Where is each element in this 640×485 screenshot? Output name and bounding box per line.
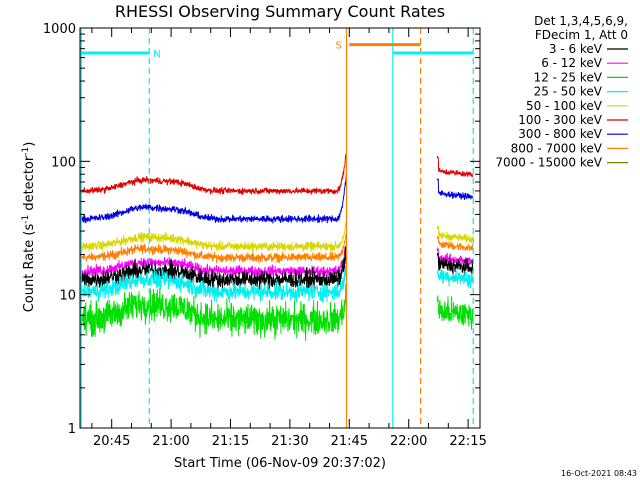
legend-label-7: 800 - 7000 keV <box>511 141 603 155</box>
x-tick-label-2: 21:15 <box>212 434 249 449</box>
y-tick-label-2: 100 <box>51 155 76 170</box>
legend-header-line-2: FDecim 1, Att 0 <box>535 28 628 42</box>
timestamp: 16-Oct-2021 08:43 <box>561 469 637 478</box>
series-group <box>80 152 474 342</box>
flag-label-0: N <box>153 49 160 60</box>
y-axis-label-end: ) <box>22 142 37 147</box>
y-tick-label-0: 1 <box>68 422 76 437</box>
y-axis-label-sup2: -1 <box>21 147 31 156</box>
series-line-2 <box>80 283 474 342</box>
series-line-0 <box>80 246 474 292</box>
legend-header-line-1: Det 1,3,4,5,6,9, <box>534 14 628 28</box>
y-tick-label-3: 1000 <box>43 22 76 37</box>
y-axis-label-sup1: -1 <box>21 215 31 224</box>
legend-label-2: 12 - 25 keV <box>534 70 603 84</box>
y-axis-label-mid: detector <box>22 155 37 215</box>
x-tick-label-3: 21:30 <box>271 434 308 449</box>
series-line-6 <box>80 173 474 224</box>
legend-label-4: 50 - 100 keV <box>526 99 603 113</box>
y-axis-label-main: Count Rate (s <box>22 224 37 313</box>
x-tick-label-1: 21:00 <box>152 434 189 449</box>
y-tick-label-1: 10 <box>59 289 76 304</box>
chart-title: RHESSI Observing Summary Count Rates <box>115 2 445 21</box>
y-axis-label: Count Rate (s-1 detector-1) <box>21 142 37 313</box>
flag-label-2: S <box>335 41 341 52</box>
plot-frame <box>79 27 481 429</box>
x-tick-label-4: 21:45 <box>331 434 368 449</box>
series-line-3 <box>80 265 474 304</box>
legend-label-1: 6 - 12 keV <box>541 56 603 70</box>
series-line-5 <box>80 152 474 195</box>
legend-label-0: 3 - 6 keV <box>549 42 603 56</box>
series-line-7 <box>80 232 474 264</box>
x-tick-label-0: 20:45 <box>93 434 130 449</box>
series-line-4 <box>80 222 474 254</box>
x-axis-label: Start Time (06-Nov-09 20:37:02) <box>174 456 386 471</box>
legend-label-3: 25 - 50 keV <box>534 85 603 99</box>
legend-label-8: 7000 - 15000 keV <box>495 156 602 170</box>
legend-label-5: 100 - 300 keV <box>518 113 602 127</box>
x-tick-label-6: 22:15 <box>449 434 486 449</box>
overlay-group: NS <box>80 28 474 428</box>
axes-group: 1 10 100 1000 20:45 21:00 21:15 21:30 21:45 22:00… <box>43 22 487 449</box>
x-tick-label-5: 22:00 <box>390 434 427 449</box>
legend-label-6: 300 - 800 keV <box>518 127 602 141</box>
